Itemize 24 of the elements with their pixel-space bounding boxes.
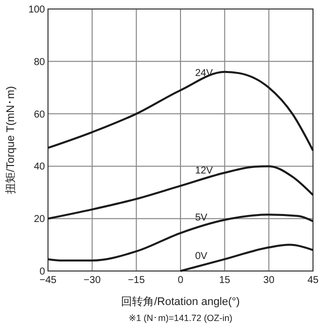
x-tick-label: −30: [84, 275, 102, 286]
series-label: 24V: [195, 68, 214, 80]
y-axis-title: 扭矩/Torque T(mN･m): [5, 86, 17, 194]
series-label: 5V: [195, 212, 208, 224]
x-tick-label: 45: [307, 275, 319, 286]
x-tick-label: 15: [219, 275, 231, 286]
line-series: [47, 214, 314, 262]
x-tick-label: 0: [178, 275, 184, 286]
x-axis-title: 回转角/Rotation angle(°): [121, 296, 240, 308]
y-tick-label: 100: [28, 4, 46, 16]
line-series: [47, 165, 314, 220]
y-tick-label: 40: [34, 162, 46, 173]
series-label: 12V: [195, 166, 214, 177]
text: ※1 (N･m)=141.72 (OZ-in): [128, 313, 232, 323]
x-tick-label: −45: [40, 275, 57, 286]
line-series: [180, 244, 314, 272]
series-label: 0V: [195, 251, 208, 262]
x-tick-label: −15: [128, 275, 146, 286]
y-tick-label: 60: [34, 109, 46, 120]
x-tick-label: 30: [263, 275, 275, 286]
y-tick-label: 0: [39, 266, 46, 278]
line-series: [47, 70, 314, 152]
y-tick-label: 80: [34, 56, 46, 68]
y-tick-label: 20: [34, 214, 46, 226]
